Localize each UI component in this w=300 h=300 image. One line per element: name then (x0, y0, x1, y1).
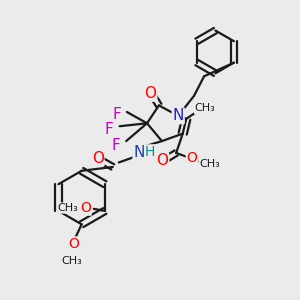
Text: N: N (172, 108, 184, 123)
Text: CH₃: CH₃ (58, 203, 79, 213)
Text: CH₃: CH₃ (195, 103, 215, 113)
Text: F: F (113, 107, 122, 122)
Text: O: O (157, 154, 169, 169)
Text: N: N (133, 146, 145, 160)
Text: O: O (68, 237, 79, 251)
Text: F: F (104, 122, 113, 137)
Text: H: H (145, 145, 155, 159)
Text: CH₃: CH₃ (199, 159, 220, 169)
Text: O: O (145, 86, 157, 101)
Text: CH₃: CH₃ (61, 256, 82, 266)
Text: O: O (80, 201, 91, 215)
Text: O: O (92, 151, 104, 166)
Text: O: O (187, 151, 197, 165)
Text: F: F (111, 138, 120, 153)
